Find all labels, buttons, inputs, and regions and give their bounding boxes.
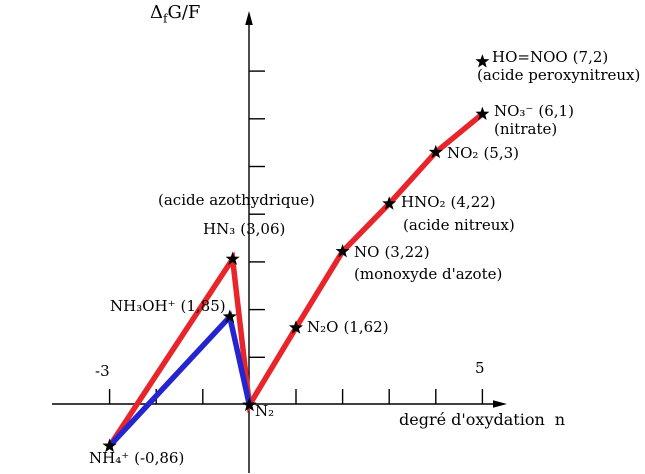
x-axis-label-var: n	[554, 410, 566, 429]
x-axis-arrow	[493, 400, 507, 408]
label-ho-noo: HO=NOO (7,2)	[492, 49, 608, 66]
point-marker-star	[102, 438, 117, 452]
hn3-formula: HN₃	[203, 220, 236, 238]
label-hn3: HN₃ (3,06)	[203, 221, 285, 238]
n2o-formula: N₂O	[307, 318, 339, 336]
point-marker-star	[475, 54, 490, 68]
point-marker-star	[222, 309, 237, 323]
no3-formula: NO₃⁻	[494, 102, 534, 120]
y-axis-arrow	[245, 11, 253, 25]
point-marker-star	[475, 106, 490, 120]
point-marker-star	[335, 244, 350, 258]
nh4-formula: NH₄⁺	[89, 449, 130, 467]
point-marker-star	[289, 320, 303, 334]
label-no-name: (monoxyde d'azote)	[354, 265, 503, 283]
x-axis-label: degré d'oxydation n	[399, 411, 565, 429]
nh3oh-value: (1,85)	[180, 297, 226, 315]
point-marker-star	[242, 397, 257, 411]
y-axis-label-delta: Δ	[150, 2, 163, 23]
y-axis-label: ΔfG/F	[150, 3, 200, 26]
x-axis-label-text: degré d'oxydation	[399, 410, 545, 429]
series-red-branch	[107, 111, 485, 448]
label-n2o: N₂O (1,62)	[307, 319, 389, 336]
n2o-value: (1,62)	[343, 318, 389, 336]
hno2-formula: HNO₂	[401, 193, 446, 211]
label-hn3-name: (acide azothydrique)	[158, 191, 315, 209]
nh4-value: (-0,86)	[134, 449, 185, 467]
label-hno2-name: (acide nitreux)	[403, 216, 515, 234]
no3-value: (6,1)	[538, 102, 574, 120]
no2-formula: NO₂	[447, 144, 479, 162]
label-nh4: NH₄⁺ (-0,86)	[89, 450, 184, 467]
n2-formula: N₂	[255, 402, 275, 420]
ho-noo-formula: HO=NOO	[492, 48, 568, 66]
no-value: (3,22)	[384, 243, 430, 261]
x-tick-label-5: 5	[475, 359, 485, 377]
hno2-value: (4,22)	[450, 193, 496, 211]
label-no2: NO₂ (5,3)	[447, 145, 519, 162]
label-no: NO (3,22)	[354, 244, 430, 261]
point-marker-star	[382, 196, 397, 210]
nh3oh-formula: NH₃OH⁺	[110, 297, 176, 315]
no-formula: NO	[354, 243, 380, 261]
label-nh3oh: NH₃OH⁺ (1,85)	[110, 298, 226, 315]
label-ho-noo-name: (acide peroxynitreux)	[477, 66, 641, 84]
label-n2: N₂	[255, 403, 274, 420]
label-hno2: HNO₂ (4,22)	[401, 194, 496, 211]
y-axis-label-rest: G/F	[167, 2, 201, 23]
x-tick-label-minus3: -3	[95, 362, 110, 380]
no2-value: (5,3)	[483, 144, 519, 162]
label-no3-name: (nitrate)	[494, 120, 558, 138]
label-no3: NO₃⁻ (6,1)	[494, 103, 574, 120]
point-marker-star	[225, 251, 240, 265]
y-axis-label-sub: f	[163, 11, 168, 26]
point-marker-star	[428, 144, 443, 159]
hn3-value: (3,06)	[240, 220, 286, 238]
ho-noo-value: (7,2)	[572, 48, 609, 66]
